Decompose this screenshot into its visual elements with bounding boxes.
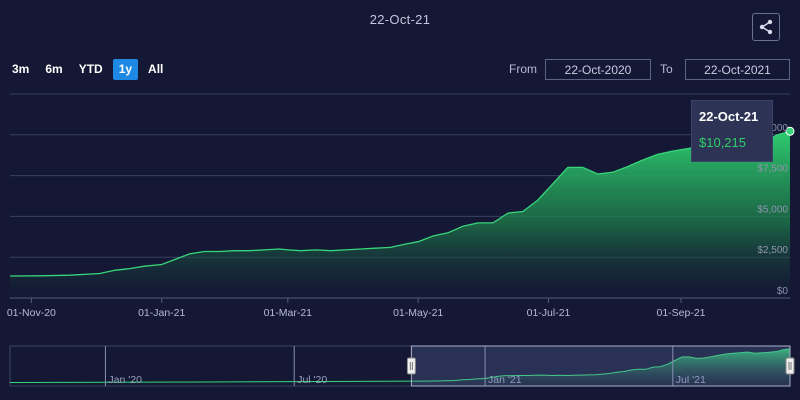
- range-button-6m[interactable]: 6m: [45, 62, 63, 76]
- x-tick-label: 01-May-21: [393, 307, 443, 319]
- tooltip: 22-Oct-21 $10,215: [691, 100, 773, 162]
- area-fill: [10, 131, 790, 298]
- navigator-tick-label: Jul '21: [676, 374, 706, 386]
- navigator-selection: [410, 345, 791, 387]
- navigator-tick-label: Jul '20: [297, 374, 327, 386]
- to-date-input[interactable]: [685, 59, 790, 80]
- share-icon: [758, 19, 774, 35]
- range-button-1y[interactable]: 1y: [112, 59, 139, 80]
- range-button-ytd[interactable]: YTD: [78, 62, 103, 76]
- chart-title: 22-Oct-21: [369, 12, 431, 27]
- navigator-handle-right[interactable]: [785, 357, 795, 375]
- navigator-line: [9, 348, 791, 383]
- y-tick-label: $7,500: [757, 164, 788, 175]
- navigator-tick-label: Jan '21: [488, 374, 522, 386]
- from-label: From: [509, 62, 537, 76]
- navigator-tick-label: Jan '20: [108, 374, 142, 386]
- navigator-handle-left[interactable]: [406, 357, 416, 375]
- navigator-area: [10, 348, 790, 386]
- range-button-all[interactable]: All: [148, 62, 164, 76]
- x-tick-label: 01-Jul-21: [527, 307, 571, 319]
- share-button[interactable]: [752, 13, 780, 41]
- range-button-3m[interactable]: 3m: [12, 62, 30, 76]
- y-tick-label: $2,500: [757, 245, 788, 256]
- series-line: [9, 130, 791, 277]
- y-tick-label: $0: [777, 286, 789, 297]
- x-tick-label: 01-Mar-21: [264, 307, 313, 319]
- x-tick-label: 01-Sep-21: [656, 307, 705, 319]
- x-tick-label: 01-Jan-21: [138, 307, 185, 319]
- range-selector: 3m 6m YTD 1y All: [6, 59, 169, 80]
- x-tick-label: 01-Nov-20: [7, 307, 56, 319]
- hover-point-marker: [785, 126, 795, 136]
- from-date-input[interactable]: [545, 59, 651, 80]
- tooltip-value: $10,215: [699, 135, 746, 150]
- to-label: To: [660, 62, 673, 76]
- y-tick-label: $5,000: [757, 204, 788, 215]
- tooltip-date: 22-Oct-21: [699, 109, 759, 124]
